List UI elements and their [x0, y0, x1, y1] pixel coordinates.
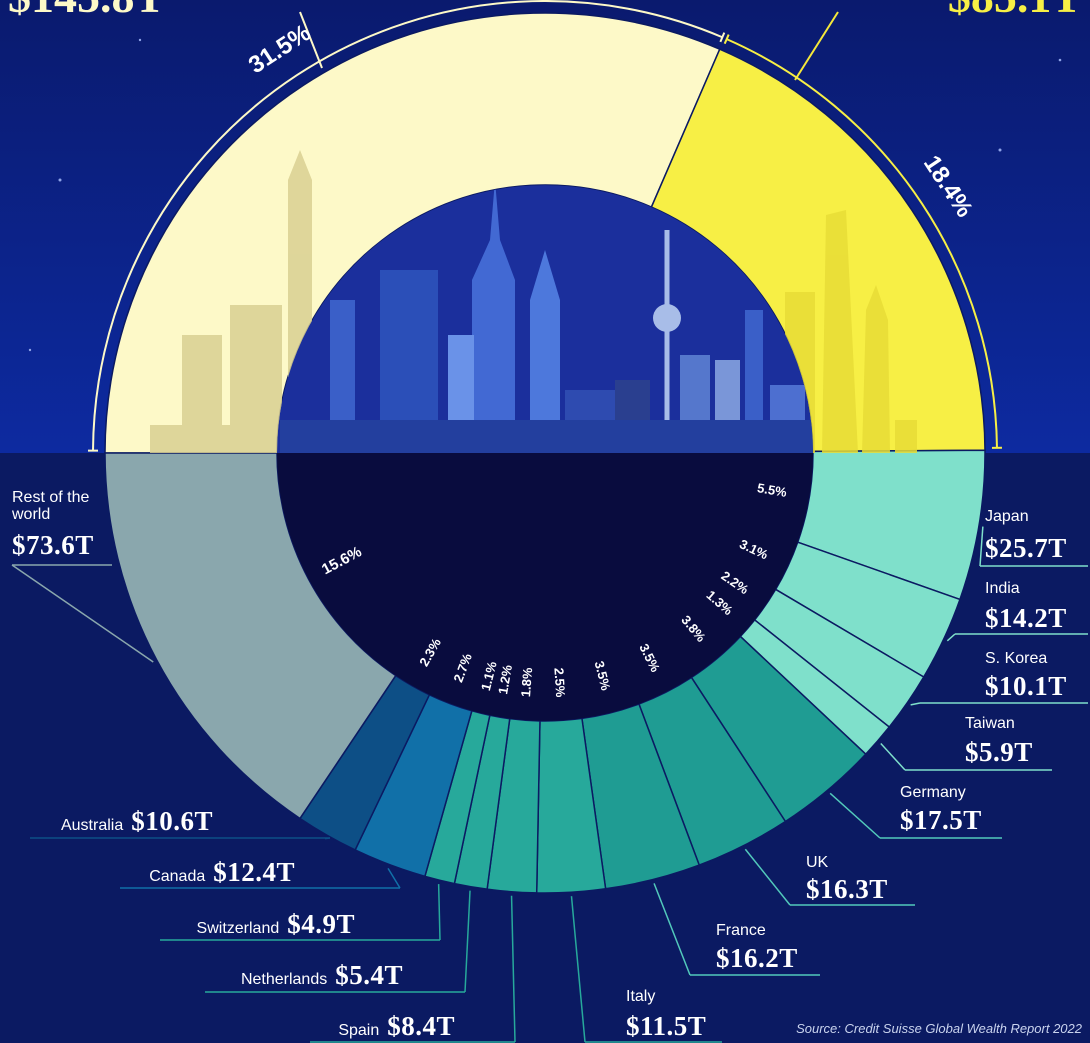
amount-label: $16.3T: [806, 874, 888, 904]
connector: [299, 11, 323, 69]
category-label: Germany: [900, 784, 966, 801]
percent-label: 1.2%: [495, 663, 515, 695]
category-label: Canada: [149, 868, 206, 885]
amount-label: $14.2T: [985, 603, 1067, 633]
connector: [653, 883, 691, 976]
amount-label: $11.5T: [626, 1011, 707, 1041]
category-label: Italy: [626, 988, 656, 1005]
donut-segment: [650, 48, 986, 453]
skyline-center: [280, 185, 813, 453]
percent-label: 1.1%: [478, 659, 500, 692]
category-label: Taiwan: [965, 715, 1015, 732]
connector: [880, 742, 906, 771]
connector: [946, 633, 956, 642]
connector: [570, 896, 586, 1043]
amount-label: $16.2T: [716, 943, 798, 973]
category-label: France: [716, 922, 766, 939]
amount-label: $10.1T: [985, 671, 1067, 701]
category-label: Rest of the world: [12, 489, 90, 523]
percent-label: 2.5%: [551, 667, 568, 698]
category-label: Switzerland: [196, 920, 280, 937]
category-label: UK: [806, 854, 829, 871]
amount-label: $10.6T: [131, 806, 213, 836]
amount-label: $5.9T: [965, 737, 1033, 767]
bracket: [726, 38, 998, 448]
amount-label: $25.7T: [985, 533, 1067, 563]
connector: [910, 702, 921, 706]
connector: [510, 895, 516, 1043]
inner-ground: [277, 453, 813, 721]
amount-label: $4.9T: [287, 909, 355, 939]
category-label: Japan: [985, 508, 1029, 525]
amount-label: $145.8T: [8, 0, 165, 23]
category-label: S. Korea: [985, 650, 1048, 667]
connector: [829, 792, 881, 839]
percent-label: 3.5%: [592, 659, 614, 692]
connector: [979, 526, 984, 567]
percent-label: 5.5%: [756, 480, 788, 500]
percent-label: 1.8%: [518, 666, 535, 697]
amount-label: $73.6T: [12, 530, 94, 560]
source: Source: Credit Suisse Global Wealth Repo…: [796, 1021, 1082, 1036]
amount-label: $85.1T: [948, 0, 1082, 23]
category-label: Netherlands: [240, 971, 328, 988]
category-label: Spain: [338, 1022, 380, 1039]
connector: [11, 564, 154, 663]
category-label: India: [985, 580, 1020, 597]
amount-label: $12.4T: [213, 857, 295, 887]
category-label: Australia: [60, 817, 124, 834]
amount-label: $17.5T: [900, 805, 982, 835]
callout: Switzerland $4.9T: [197, 909, 355, 940]
connector: [464, 890, 471, 993]
amount-label: $5.4T: [335, 960, 403, 990]
connector: [744, 848, 791, 906]
connector: [387, 867, 401, 889]
bracket-tick: [723, 34, 730, 45]
callout: Netherlands $5.4T: [241, 960, 403, 991]
amount-label: $8.4T: [387, 1011, 455, 1041]
connector: [794, 11, 839, 81]
connector: [437, 884, 441, 941]
callout: Canada $12.4T: [149, 857, 295, 888]
callout: Spain $8.4T: [338, 1011, 455, 1042]
bracket-tick: [719, 32, 726, 43]
bracket: [92, 0, 723, 451]
callout: Australia $10.6T: [61, 806, 213, 837]
